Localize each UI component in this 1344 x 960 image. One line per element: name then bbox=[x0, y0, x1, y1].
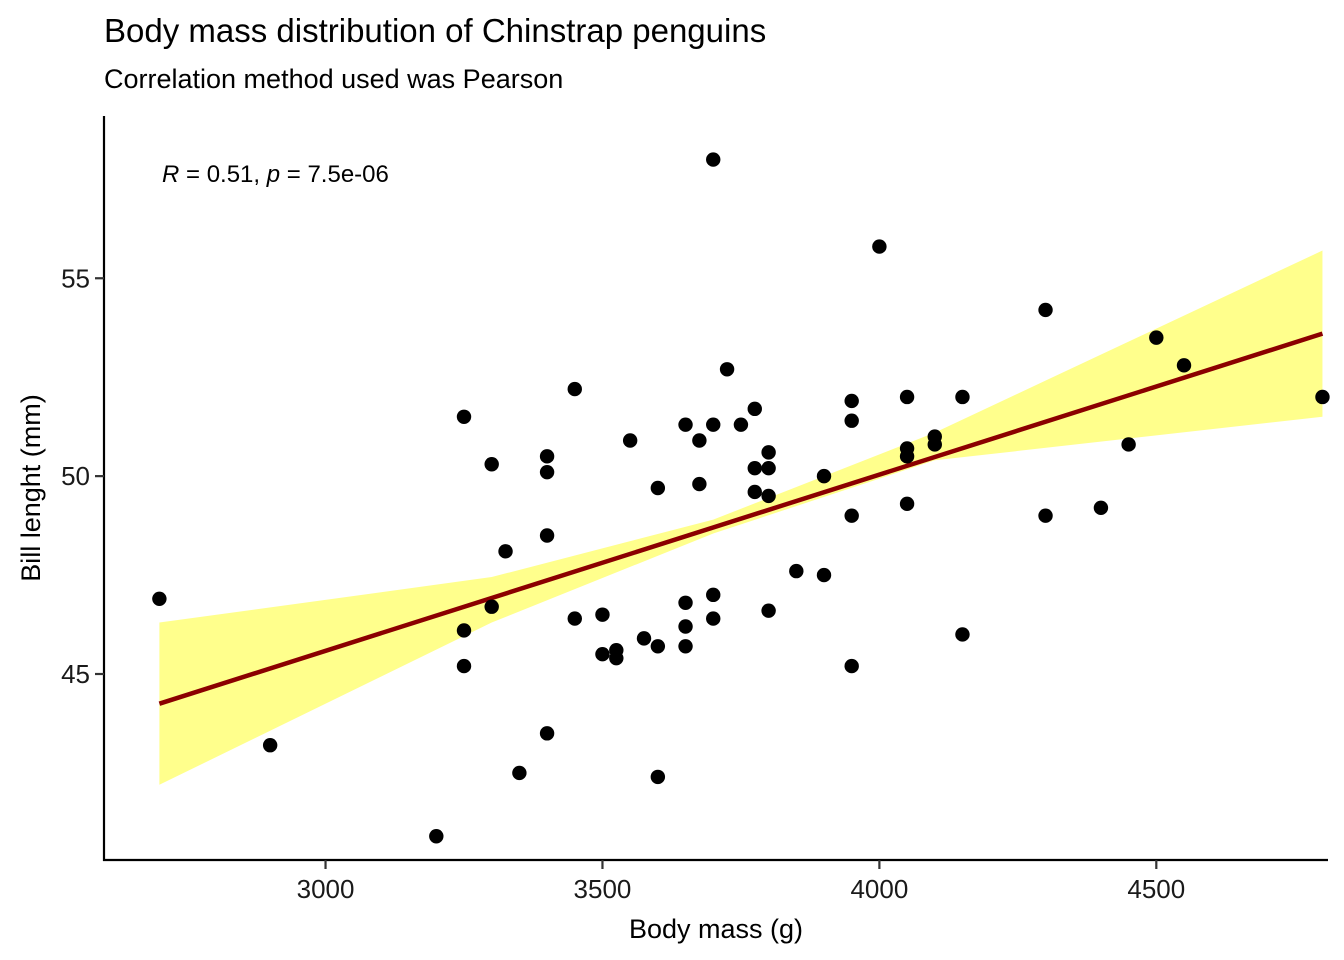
data-point bbox=[927, 437, 942, 452]
data-point bbox=[539, 726, 555, 741]
data-point bbox=[719, 362, 735, 377]
data-point bbox=[678, 639, 693, 654]
data-point bbox=[872, 239, 887, 254]
data-point bbox=[1121, 437, 1136, 452]
data-point bbox=[595, 607, 610, 622]
data-point bbox=[678, 619, 693, 634]
data-point bbox=[844, 413, 859, 428]
y-tick-label: 45 bbox=[61, 659, 90, 689]
data-point bbox=[761, 603, 776, 618]
y-axis-title: Bill lenght (mm) bbox=[16, 394, 46, 582]
x-axis-title: Body mass (g) bbox=[629, 914, 803, 944]
data-point bbox=[650, 639, 666, 654]
data-point bbox=[567, 611, 582, 626]
data-point bbox=[498, 544, 513, 559]
data-point bbox=[706, 417, 721, 432]
data-point bbox=[733, 417, 749, 432]
axes-layer: 3000 3500 4000 4500 45 50 55 bbox=[61, 116, 1328, 904]
x-tick-label: 4500 bbox=[1127, 874, 1185, 904]
data-point bbox=[761, 461, 776, 476]
data-point bbox=[747, 484, 762, 500]
data-point bbox=[484, 457, 499, 472]
data-point bbox=[1093, 500, 1109, 515]
x-tick-label: 4000 bbox=[850, 874, 908, 904]
data-point bbox=[844, 658, 859, 674]
data-point bbox=[1038, 302, 1053, 318]
data-point bbox=[567, 381, 582, 397]
data-point bbox=[595, 647, 610, 662]
regression-line-layer bbox=[158, 331, 1324, 706]
data-point bbox=[456, 409, 472, 424]
data-point bbox=[844, 393, 859, 409]
r-value: = 0.51, bbox=[179, 161, 266, 188]
chart-title: Body mass distribution of Chinstrap peng… bbox=[104, 12, 767, 49]
data-point bbox=[899, 389, 915, 405]
data-point bbox=[706, 611, 721, 626]
y-tick-label: 50 bbox=[61, 461, 90, 491]
data-point bbox=[1038, 508, 1053, 523]
data-point bbox=[747, 401, 762, 417]
data-point bbox=[844, 508, 859, 523]
data-point bbox=[747, 461, 762, 476]
data-point bbox=[761, 488, 776, 504]
data-point bbox=[429, 829, 444, 844]
data-point bbox=[678, 417, 693, 432]
data-point bbox=[706, 152, 721, 167]
data-point bbox=[636, 631, 652, 646]
data-point bbox=[692, 476, 707, 492]
data-points-layer bbox=[152, 152, 1330, 844]
data-point bbox=[262, 738, 278, 753]
data-point bbox=[650, 480, 666, 496]
data-point bbox=[816, 468, 832, 484]
p-value: = 7.5e-06 bbox=[280, 161, 389, 188]
correlation-annotation: R = 0.51, p = 7.5e-06 bbox=[162, 161, 389, 188]
data-point bbox=[539, 449, 555, 464]
x-tick-label: 3000 bbox=[297, 874, 355, 904]
data-point bbox=[1176, 358, 1192, 373]
regression-line bbox=[158, 331, 1324, 706]
r-symbol: R bbox=[162, 161, 179, 188]
data-point bbox=[456, 658, 472, 674]
data-point bbox=[955, 627, 970, 642]
data-point bbox=[456, 623, 472, 638]
data-point bbox=[899, 449, 915, 464]
data-point bbox=[692, 433, 707, 448]
data-point bbox=[622, 433, 638, 448]
y-tick-label: 55 bbox=[61, 263, 90, 293]
data-point bbox=[955, 389, 970, 405]
data-point bbox=[761, 445, 776, 460]
data-point bbox=[609, 650, 624, 666]
data-point bbox=[484, 599, 499, 614]
data-point bbox=[816, 567, 832, 583]
data-point bbox=[1149, 330, 1164, 345]
p-symbol: p bbox=[266, 161, 280, 188]
data-point bbox=[650, 769, 666, 785]
data-point bbox=[512, 765, 527, 781]
data-point bbox=[539, 464, 555, 480]
data-point bbox=[152, 591, 167, 607]
data-point bbox=[899, 496, 915, 512]
data-point bbox=[539, 528, 555, 543]
data-point bbox=[678, 595, 693, 610]
x-tick-label: 3500 bbox=[574, 874, 632, 904]
chart-subtitle: Correlation method used was Pearson bbox=[104, 64, 564, 94]
data-point bbox=[1315, 389, 1330, 405]
data-point bbox=[789, 563, 804, 579]
data-point bbox=[706, 587, 721, 603]
